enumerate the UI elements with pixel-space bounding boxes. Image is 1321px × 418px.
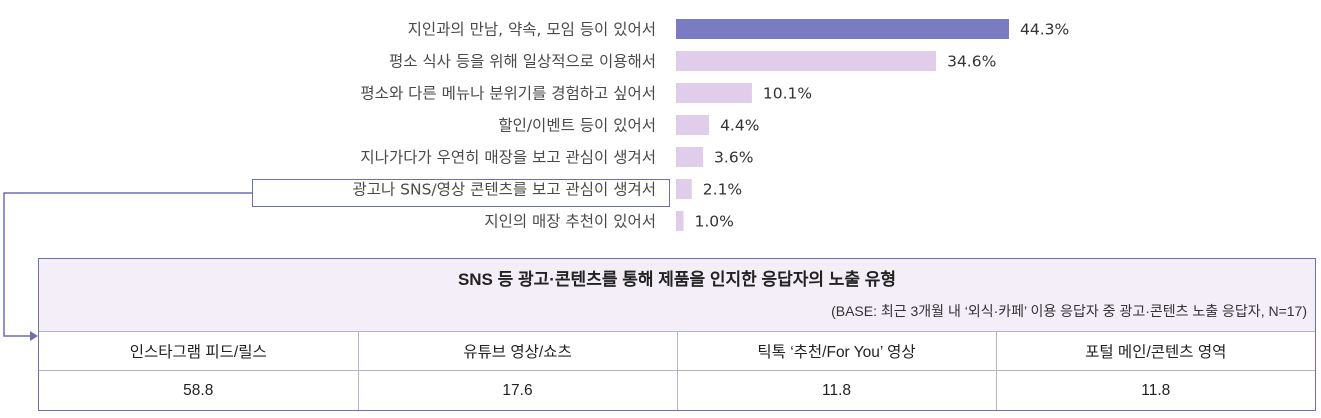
bar xyxy=(676,179,692,199)
panel-title: SNS 등 광고·콘텐츠를 통해 제품을 인지한 응답자의 노출 유형 xyxy=(457,270,897,289)
panel-header: SNS 등 광고·콘텐츠를 통해 제품을 인지한 응답자의 노출 유형 (BAS… xyxy=(39,259,1315,331)
category-label: 광고나 SNS/영상 콘텐츠를 보고 관심이 생겨서 xyxy=(352,181,656,199)
table-value-row: 58.8 17.6 11.8 11.8 xyxy=(39,370,1315,410)
value-label: 10.1% xyxy=(763,85,812,103)
table-cell: 11.8 xyxy=(995,370,1315,410)
bar xyxy=(676,19,1009,39)
table-cell: 17.6 xyxy=(357,370,677,410)
bar xyxy=(676,147,704,167)
bar xyxy=(676,211,684,231)
bar xyxy=(676,83,752,103)
exposure-table: 인스타그램 피드/릴스 유튜브 영상/쇼츠 틱톡 ‘추천/For You’ 영상… xyxy=(39,331,1315,410)
bar xyxy=(676,51,937,71)
callout-highlight-frame xyxy=(252,179,670,207)
table-cell: 11.8 xyxy=(676,370,996,410)
category-label: 지나가다가 우연히 매장을 보고 관심이 생겨서 xyxy=(360,149,656,167)
panel-base-note: (BASE: 최근 3개월 내 ‘외식·카페’ 이용 응답자 중 광고·콘텐츠 … xyxy=(831,303,1307,319)
value-label: 34.6% xyxy=(947,53,996,71)
category-label: 평소 식사 등을 위해 일상적으로 이용해서 xyxy=(389,53,656,71)
category-label: 지인과의 만남, 약속, 모임 등이 있어서 xyxy=(408,21,656,39)
column-header: 유튜브 영상/쇼츠 xyxy=(357,331,677,371)
table-header-row: 인스타그램 피드/릴스 유튜브 영상/쇼츠 틱톡 ‘추천/For You’ 영상… xyxy=(39,331,1315,371)
category-label: 할인/이벤트 등이 있어서 xyxy=(498,117,656,135)
exposure-type-panel: SNS 등 광고·콘텐츠를 통해 제품을 인지한 응답자의 노출 유형 (BAS… xyxy=(38,258,1316,411)
bar xyxy=(676,115,710,135)
category-label: 평소와 다른 메뉴나 분위기를 경험하고 싶어서 xyxy=(360,85,656,103)
value-label: 44.3% xyxy=(1020,21,1069,39)
value-label: 1.0% xyxy=(695,213,734,231)
bar-chart: 지인과의 만남, 약속, 모임 등이 있어서 44.3% 평소 식사 등을 위해 일… xyxy=(352,19,1069,231)
table-cell: 58.8 xyxy=(39,370,358,410)
value-label: 2.1% xyxy=(703,181,742,199)
value-label: 3.6% xyxy=(714,149,753,167)
category-label: 지인의 매장 추천이 있어서 xyxy=(484,213,656,231)
column-header: 인스타그램 피드/릴스 xyxy=(39,331,358,371)
value-label: 4.4% xyxy=(720,117,759,135)
column-header: 포털 메인/콘텐츠 영역 xyxy=(995,331,1315,371)
column-header: 틱톡 ‘추천/For You’ 영상 xyxy=(676,331,996,371)
